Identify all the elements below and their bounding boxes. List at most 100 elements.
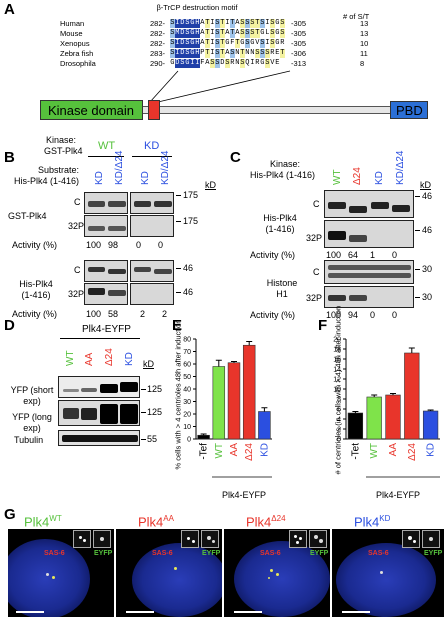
- residue: G: [260, 29, 265, 37]
- motif-label: β-TrCP destruction motif: [156, 3, 238, 12]
- seq-end: -313: [291, 59, 307, 68]
- lane-label: WT: [332, 169, 343, 185]
- residue: T: [205, 29, 210, 38]
- category-label: KD: [259, 443, 270, 457]
- residue: P: [200, 49, 205, 57]
- st-count: 8: [360, 59, 365, 68]
- panel-label-d: D: [4, 317, 15, 334]
- y-tick-label: 70: [183, 349, 191, 356]
- g-title-sup: Δ24: [271, 514, 286, 523]
- d-row-tubulin: Tubulin: [14, 435, 44, 445]
- residue: S: [265, 59, 270, 68]
- seq-residues: SIDSGHPTISTASNTNNSSSRET: [170, 49, 285, 58]
- b-wt-underline: [88, 156, 124, 157]
- residue: H: [195, 49, 200, 58]
- b-kinase-label: Kinase:: [46, 135, 77, 145]
- g-sas6-label: SAS-6: [152, 550, 173, 557]
- residue: D: [180, 29, 185, 38]
- bar: [366, 396, 382, 440]
- c-blot-p2: [324, 286, 414, 308]
- residue: N: [250, 49, 255, 57]
- d-tick: [141, 389, 146, 390]
- b-mark-4: 46: [183, 287, 194, 297]
- lane-label: KD: [374, 171, 385, 185]
- residue: S: [180, 59, 185, 68]
- residue: D: [220, 59, 225, 67]
- b-blot-c1-left: [84, 192, 128, 214]
- residue: A: [205, 59, 210, 67]
- c-mark-4: 30: [422, 292, 433, 302]
- category-label: WT: [369, 443, 380, 459]
- activity-value: 1: [370, 250, 376, 260]
- residue: R: [230, 59, 235, 67]
- count-header: # of S/T: [343, 12, 370, 21]
- g-title: Plk4KD: [354, 512, 390, 529]
- seq-start: 282-: [150, 29, 166, 38]
- b-blot-c2-right: [130, 260, 174, 282]
- category-label: WT: [214, 443, 225, 459]
- y-tick-label: 50: [183, 374, 191, 381]
- residue: I: [175, 19, 180, 28]
- d-mark-1: 125: [147, 384, 163, 394]
- lane-label: Δ24: [104, 348, 115, 366]
- residue: N: [235, 49, 240, 57]
- residue: Q: [245, 59, 250, 67]
- c-kinase-label: Kinase:: [270, 159, 301, 169]
- lane-label: KD: [94, 171, 105, 185]
- b-mark-1: 175: [183, 190, 199, 200]
- c-tick: [415, 230, 420, 231]
- residue: T: [220, 29, 225, 38]
- b-kinase-value: GST-Plk4: [44, 146, 83, 156]
- c-blot-c1: [324, 190, 414, 218]
- residue: H: [195, 39, 200, 48]
- residue: T: [205, 49, 210, 58]
- residue: T: [220, 39, 225, 48]
- bar: [258, 411, 271, 440]
- residue: S: [260, 19, 265, 28]
- residue: I: [175, 39, 180, 48]
- residue: A: [235, 29, 240, 37]
- species-name: Xenopus: [60, 39, 90, 48]
- residue: G: [185, 59, 190, 68]
- category-label: AA: [388, 443, 399, 457]
- residue: I: [265, 39, 270, 47]
- b-kd-underline: [132, 156, 172, 157]
- g-sas6-label: SAS-6: [260, 550, 281, 557]
- seq-end: -305: [291, 39, 307, 48]
- residue: S: [215, 19, 220, 28]
- residue: M: [175, 29, 180, 38]
- residue: S: [260, 49, 265, 58]
- residue: H: [195, 29, 200, 38]
- residue: V: [270, 59, 275, 67]
- activity-value: 94: [348, 310, 359, 320]
- category-label: -Tet: [350, 443, 361, 460]
- residue: A: [225, 49, 230, 57]
- residue: S: [170, 29, 175, 38]
- y-tick-label: 20: [333, 337, 341, 344]
- residue: N: [235, 59, 240, 67]
- residue: S: [270, 19, 275, 28]
- g-title: Plk4Δ24: [246, 512, 286, 529]
- d-kd-unit: kD: [143, 359, 154, 369]
- residue: L: [265, 29, 270, 37]
- st-count: 13: [360, 19, 369, 28]
- residue: S: [185, 29, 190, 38]
- st-count: 10: [360, 39, 369, 48]
- residue: S: [185, 19, 190, 28]
- residue: G: [250, 39, 255, 47]
- seq-end: -305: [291, 29, 307, 38]
- residue: D: [175, 59, 180, 68]
- residue: S: [245, 19, 250, 28]
- st-count: 13: [360, 29, 369, 38]
- seq-residues: SIDSGHATISTITASSSTSISGS: [170, 19, 285, 28]
- b-blot2-text: His-Plk4 (1-416): [19, 279, 53, 300]
- kinase-domain: Kinase domain: [40, 100, 143, 120]
- activity-value: 0: [392, 310, 398, 320]
- lane-label: KD: [124, 352, 135, 366]
- residue: S: [225, 59, 230, 68]
- c-blot1-label: His-Plk4 (1-416): [260, 213, 300, 235]
- species-name: Drosophila: [60, 59, 96, 68]
- category-label: -Tef: [199, 443, 210, 460]
- residue: A: [200, 19, 205, 27]
- bar: [347, 412, 364, 440]
